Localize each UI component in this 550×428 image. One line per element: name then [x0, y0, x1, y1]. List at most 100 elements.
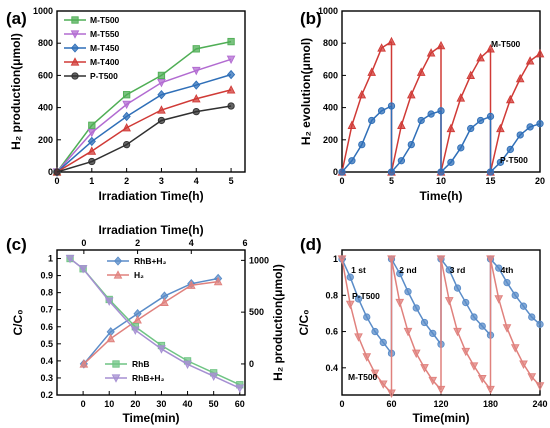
y-tick-label: 400	[323, 103, 338, 113]
series-0-cycle-3-point	[511, 291, 519, 299]
legend-swatch-marker	[71, 16, 79, 24]
cycle-label: 2 nd	[399, 265, 416, 275]
x-tick-label: 3	[159, 176, 164, 186]
y-tick-label: 1000	[33, 6, 53, 16]
series-1-cycle-1-point	[428, 376, 438, 386]
series-0-point	[88, 121, 96, 129]
top-x-tick-label: 2	[135, 238, 140, 248]
x-tick-label: 240	[532, 399, 547, 409]
series-0-cycle-1-point	[420, 318, 429, 327]
series-2-point	[192, 80, 201, 90]
series-1-cycle-1-point	[427, 110, 435, 118]
cycle-label: 1 st	[351, 265, 366, 275]
series-0-cycle-2-point	[476, 52, 485, 62]
series-1-cycle-2-point	[476, 116, 485, 125]
series-3-point	[191, 93, 201, 103]
y-tick-label: 400	[38, 103, 53, 113]
series-1-cycle-0-point	[337, 255, 347, 264]
x-axis-title: Time(h)	[419, 189, 462, 203]
x-axis-title: Irradiation Time(h)	[98, 189, 203, 203]
series-1-cycle-1-point	[403, 327, 413, 337]
series-1-cycle-3-point	[527, 373, 537, 382]
series-2-point	[122, 111, 131, 122]
legend-swatch-marker	[70, 43, 80, 53]
y-tick-label: 0.5	[40, 339, 53, 349]
y-tick-label: 800	[38, 38, 53, 48]
y-tick-label: 0.7	[40, 305, 53, 315]
x-axis-title: Time(min)	[122, 411, 179, 425]
series-2-point	[157, 90, 166, 100]
series-0-cycle-0-point	[357, 89, 367, 99]
series-3-line	[69, 257, 241, 389]
series-1-cycle-1-point	[420, 364, 429, 373]
x-tick-label: 2	[124, 176, 129, 186]
series-1-cycle-3-line	[489, 258, 541, 387]
y-tick-label: 1	[48, 254, 53, 264]
legend-swatch-marker	[113, 256, 123, 266]
series-0-cycle-2-point	[466, 70, 476, 80]
x-tick-label: 0	[339, 399, 344, 409]
series-1-cycle-0-point	[338, 168, 346, 176]
series-0-cycle-2-point	[445, 266, 453, 274]
legend-label: M-T450	[90, 43, 120, 53]
panel-c-frame	[56, 249, 246, 396]
legend-swatch-marker	[70, 30, 80, 39]
x-tick-label: 15	[485, 176, 495, 186]
series-1-point	[157, 78, 166, 88]
series-0-cycle-3-point	[536, 320, 544, 328]
series-1-cycle-3-point	[519, 360, 528, 369]
right-y-tick-label: 0	[249, 359, 254, 369]
y-tick-label: 1000	[318, 6, 338, 16]
series-0-cycle-3-point	[528, 313, 536, 321]
series-label-m-t500: M-T500	[491, 39, 521, 49]
panel-a: (a) 0 1 2 3 4 5 0 200 400 600 800 1000 Irradiation Ti…	[6, 6, 246, 203]
series-1-cycle-3-point	[510, 344, 520, 353]
series-0-cycle-2-point	[446, 123, 456, 133]
series-0-cycle-3-point	[515, 73, 525, 83]
series-1-cycle-2-point	[447, 158, 455, 166]
x-tick-label: 180	[483, 399, 498, 409]
legend-label: RhB+H₂	[132, 373, 165, 383]
series-3-point	[226, 85, 236, 94]
series-1-cycle-2-point	[477, 375, 487, 384]
series-0-cycle-3-point	[505, 94, 515, 104]
legend-swatch-marker	[111, 374, 121, 383]
series-0-point	[192, 45, 200, 53]
y-tick-label: 1	[333, 254, 338, 264]
series-1-point	[106, 333, 116, 343]
y-axis-title: H₂ evolution(μmol)	[299, 38, 313, 145]
series-1-line	[83, 280, 219, 365]
series-0-cycle-1-point	[406, 89, 416, 99]
series-1-point	[160, 297, 169, 306]
series-1-cycle-2-point	[467, 124, 475, 133]
legend-label: RhB+H₂	[134, 256, 167, 266]
series-1-line	[56, 58, 232, 173]
panel-c: (c)0 10 20 30 40 50 600.20.30.40.50.60.70.80.9…	[6, 223, 285, 425]
series-1-cycle-3-point	[526, 123, 534, 131]
series-1-cycle-3-point	[494, 295, 504, 304]
series-1-cycle-0-point	[370, 369, 380, 379]
series-label-p-t500: P-T500	[352, 291, 380, 301]
series-1-point	[226, 55, 236, 65]
legend-label: RhB	[132, 359, 149, 369]
series-0-point	[227, 37, 235, 46]
legend-swatch-marker	[71, 72, 79, 80]
series-1-cycle-3-point	[502, 324, 512, 333]
series-3-point	[209, 372, 219, 382]
legend-label: M-T400	[90, 57, 120, 67]
y-axis-title: C/C₀	[297, 309, 311, 335]
series-3-point	[122, 122, 131, 132]
series-0-cycle-1-point	[416, 67, 426, 76]
series-0-cycle-1-point	[426, 48, 436, 57]
series-1-cycle-2-point	[453, 327, 462, 337]
y-tick-label: 600	[323, 70, 338, 80]
series-1-point	[186, 280, 196, 289]
series-1-cycle-2-point	[469, 362, 479, 371]
series-0-cycle-2-point	[470, 313, 478, 321]
legend-label: P-T500	[90, 71, 118, 81]
x-tick-label: 10	[436, 176, 446, 186]
series-3-line	[56, 89, 232, 173]
y-axis-title: H₂ production(μmol)	[9, 33, 23, 150]
legend-top: RhB+H₂ H₂	[107, 256, 167, 280]
cycle-label: 3 rd	[450, 265, 466, 275]
